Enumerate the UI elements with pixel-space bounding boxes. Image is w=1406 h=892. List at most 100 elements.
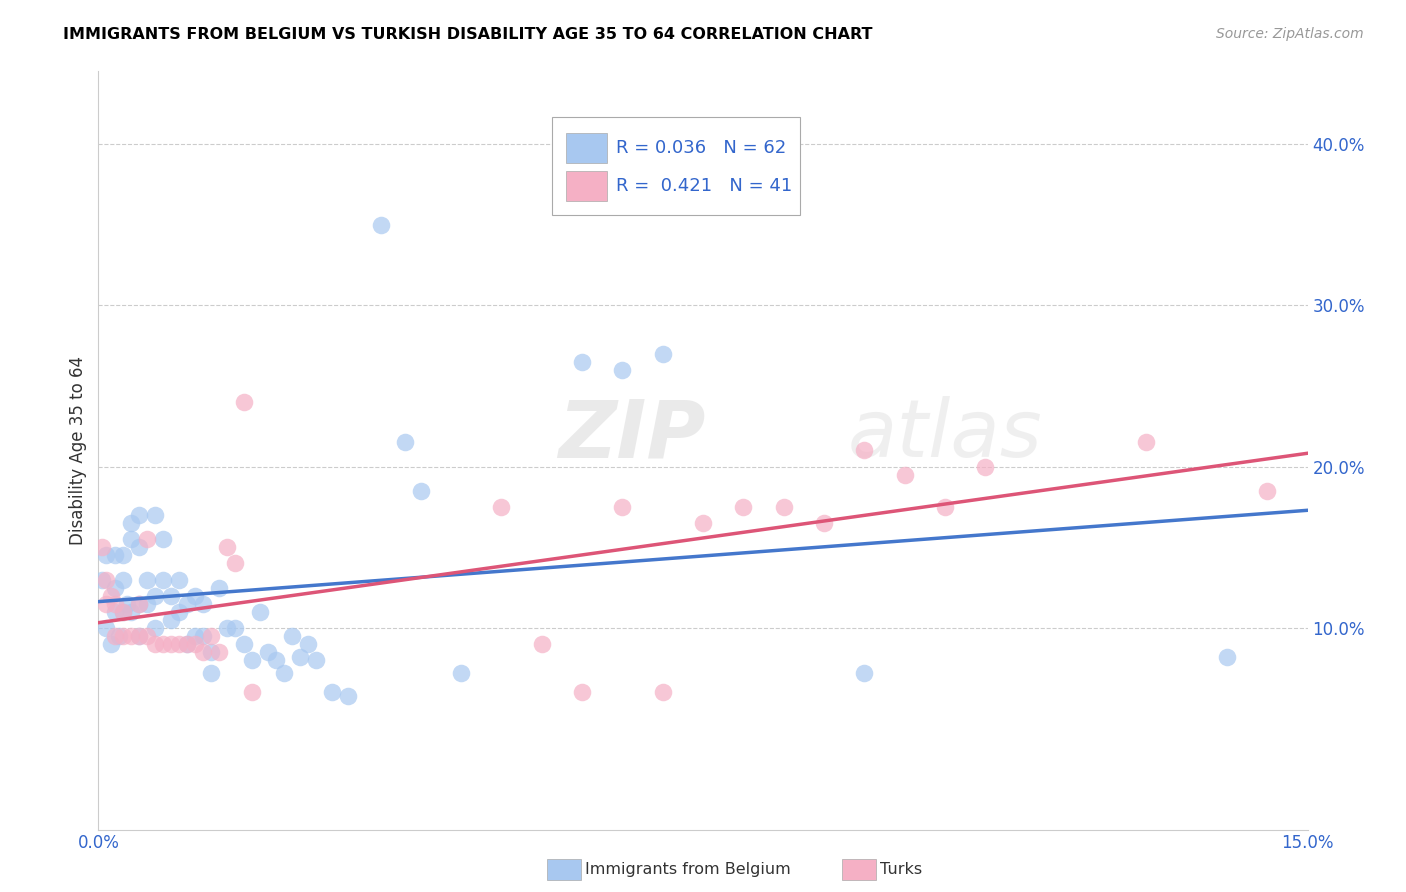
Point xyxy=(264,653,287,667)
Point xyxy=(143,589,166,603)
Point xyxy=(96,573,118,587)
Point xyxy=(103,549,125,563)
Point xyxy=(128,541,150,555)
Point xyxy=(96,549,118,563)
Point xyxy=(612,363,634,377)
Point xyxy=(160,613,183,627)
Point xyxy=(100,589,122,603)
Point xyxy=(111,605,134,619)
Point xyxy=(208,581,231,595)
Point xyxy=(193,629,215,643)
Point xyxy=(692,516,714,530)
Point xyxy=(107,629,129,643)
Point xyxy=(651,346,673,360)
Point xyxy=(120,532,142,546)
Point xyxy=(120,516,142,530)
Point xyxy=(370,218,392,232)
Point xyxy=(176,637,198,651)
Point xyxy=(200,645,222,659)
Point xyxy=(200,629,222,643)
Text: Source: ZipAtlas.com: Source: ZipAtlas.com xyxy=(1216,27,1364,41)
Text: atlas: atlas xyxy=(848,396,1043,475)
Point xyxy=(176,597,198,611)
Point xyxy=(612,500,634,514)
Point xyxy=(100,637,122,651)
Point xyxy=(288,649,311,664)
Text: R = 0.036   N = 62: R = 0.036 N = 62 xyxy=(616,139,786,157)
FancyBboxPatch shape xyxy=(567,170,607,201)
Point xyxy=(103,605,125,619)
Point xyxy=(111,549,134,563)
Point xyxy=(571,685,593,699)
Point xyxy=(96,597,118,611)
Point xyxy=(184,589,207,603)
Point xyxy=(128,597,150,611)
Text: ZIP: ZIP xyxy=(558,396,706,475)
Point xyxy=(128,629,150,643)
Point xyxy=(120,605,142,619)
Point xyxy=(193,645,215,659)
Point xyxy=(893,467,915,482)
Point xyxy=(409,483,432,498)
Point xyxy=(321,685,343,699)
Point xyxy=(394,435,416,450)
Point xyxy=(103,581,125,595)
Point xyxy=(96,621,118,635)
FancyBboxPatch shape xyxy=(567,133,607,163)
Point xyxy=(934,500,956,514)
Point xyxy=(143,621,166,635)
Point xyxy=(530,637,553,651)
Point xyxy=(571,355,593,369)
Point xyxy=(135,629,157,643)
Point xyxy=(91,573,114,587)
Point xyxy=(184,629,207,643)
Point xyxy=(450,666,472,681)
Text: Immigrants from Belgium: Immigrants from Belgium xyxy=(585,863,790,877)
Point xyxy=(273,666,295,681)
Point xyxy=(111,629,134,643)
Point xyxy=(733,500,755,514)
Y-axis label: Disability Age 35 to 64: Disability Age 35 to 64 xyxy=(69,356,87,545)
Point xyxy=(200,666,222,681)
Point xyxy=(281,629,304,643)
Point xyxy=(167,637,190,651)
Point xyxy=(337,689,360,703)
Point xyxy=(91,541,114,555)
Point xyxy=(152,637,174,651)
Point xyxy=(256,645,278,659)
Text: R =  0.421   N = 41: R = 0.421 N = 41 xyxy=(616,177,792,194)
Point xyxy=(160,637,183,651)
Point xyxy=(240,653,263,667)
Point xyxy=(193,597,215,611)
Point xyxy=(115,597,138,611)
Point xyxy=(240,685,263,699)
Point xyxy=(103,597,125,611)
Point xyxy=(176,637,198,651)
Point xyxy=(152,573,174,587)
Point xyxy=(143,508,166,522)
Text: Turks: Turks xyxy=(880,863,922,877)
Point xyxy=(974,459,997,474)
Point xyxy=(651,685,673,699)
Point xyxy=(128,629,150,643)
Point xyxy=(305,653,328,667)
Point xyxy=(152,532,174,546)
Point xyxy=(128,508,150,522)
Point xyxy=(224,557,246,571)
FancyBboxPatch shape xyxy=(551,117,800,216)
Point xyxy=(232,395,254,409)
Point xyxy=(1216,649,1239,664)
Point xyxy=(249,605,271,619)
Point xyxy=(853,666,876,681)
Point xyxy=(813,516,835,530)
Point xyxy=(217,621,239,635)
Point xyxy=(772,500,794,514)
Point xyxy=(1135,435,1157,450)
Point xyxy=(135,597,157,611)
Point xyxy=(167,605,190,619)
Point xyxy=(853,443,876,458)
Point xyxy=(111,605,134,619)
Point xyxy=(208,645,231,659)
Point xyxy=(184,637,207,651)
Point xyxy=(1256,483,1278,498)
